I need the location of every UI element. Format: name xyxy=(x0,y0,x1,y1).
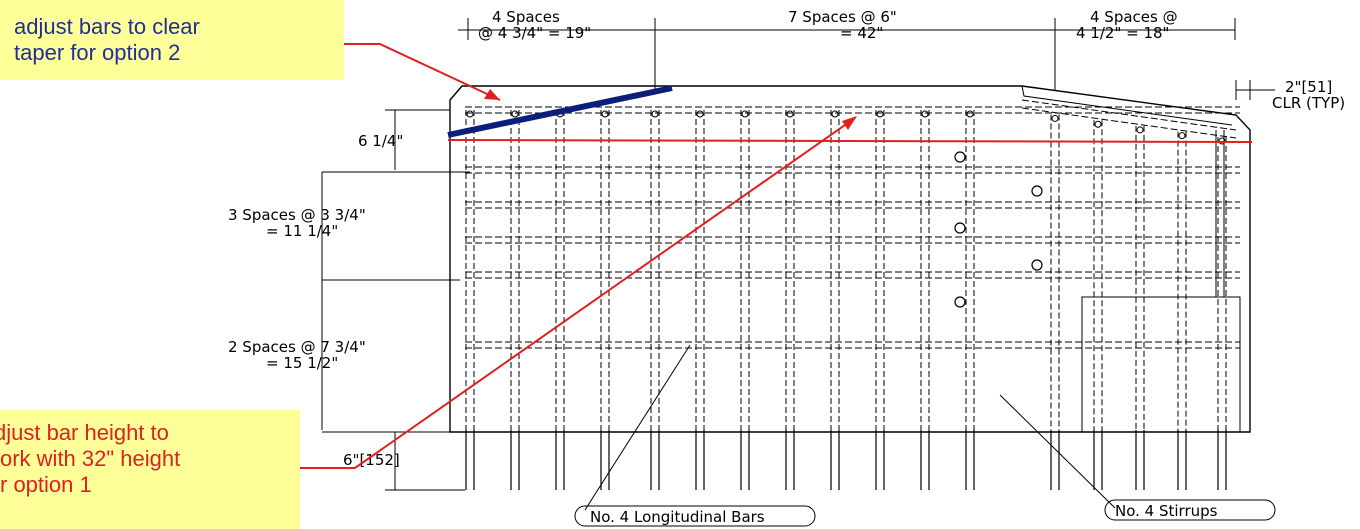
dim-top-right-1: 4 Spaces @ xyxy=(1090,8,1178,26)
stirrup-hook xyxy=(651,110,659,118)
stirrup-hook xyxy=(876,110,884,118)
barrier-outline xyxy=(449,85,1251,433)
stirrup-hook xyxy=(1136,126,1144,134)
stirrup-hook xyxy=(831,110,839,118)
stirrup-hook xyxy=(696,110,704,118)
rebar-grid xyxy=(465,99,1240,490)
thick-blue-bar xyxy=(447,85,673,138)
stirrup-hook xyxy=(1178,132,1186,140)
dim-left-1: 6 1/4" xyxy=(358,132,403,150)
dim-left-2a: 3 Spaces @ 3 3/4" xyxy=(228,206,366,224)
label-stirrups: No. 4 Stirrups xyxy=(1115,502,1218,520)
longitudinal-bar-section xyxy=(954,222,966,234)
dim-top-mid-2: = 42" xyxy=(840,24,883,42)
longitudinal-bar-section xyxy=(1031,185,1043,197)
red-leader-top xyxy=(340,43,501,101)
stirrup-hook xyxy=(1051,114,1059,122)
dim-top-left-2: @ 4 3/4" = 19" xyxy=(478,24,591,42)
stirrup-hook xyxy=(511,110,519,118)
dim-left-3b: = 15 1/2" xyxy=(266,354,338,372)
dim-clear-1: 2"[51] xyxy=(1285,78,1332,96)
label-longitudinal-bars: No. 4 Longitudinal Bars xyxy=(590,508,765,526)
note-adjust-taper: adjust bars to clear taper for option 2 xyxy=(0,0,344,80)
stirrup-hook xyxy=(966,110,974,118)
taper-bar xyxy=(1021,99,1237,131)
dim-top-mid: 7 Spaces @ 6" xyxy=(788,8,897,26)
longitudinal-bar-section xyxy=(954,151,966,163)
stirrup-hook xyxy=(466,110,474,118)
taper-bar xyxy=(1021,107,1237,139)
longitudinal-bar-section xyxy=(1031,259,1043,271)
stirrup-hook xyxy=(786,110,794,118)
longitudinal-bar-section xyxy=(954,296,966,308)
dim-top-left-1: 4 Spaces xyxy=(492,8,560,26)
stirrup-hook xyxy=(921,110,929,118)
dim-bottom-left: 6"[152] xyxy=(343,451,400,469)
dim-left-2b: = 11 1/4" xyxy=(266,222,338,240)
note-adjust-height: djust bar height to ork with 32" height … xyxy=(0,410,300,529)
stirrup-hook xyxy=(1094,120,1102,128)
stirrup-hook xyxy=(601,110,609,118)
red-leader-bottom xyxy=(300,117,856,469)
dimension-lines xyxy=(321,18,1276,527)
dim-clear-2: CLR (TYP) xyxy=(1272,94,1345,112)
dim-left-3a: 2 Spaces @ 7 3/4" xyxy=(228,338,366,356)
red-arrowhead-bottom xyxy=(842,116,857,130)
red-height-line xyxy=(447,139,1253,143)
stirrup-hook xyxy=(741,110,749,118)
red-arrowhead-top xyxy=(484,89,500,100)
dim-top-right-2: 4 1/2" = 18" xyxy=(1076,24,1169,42)
